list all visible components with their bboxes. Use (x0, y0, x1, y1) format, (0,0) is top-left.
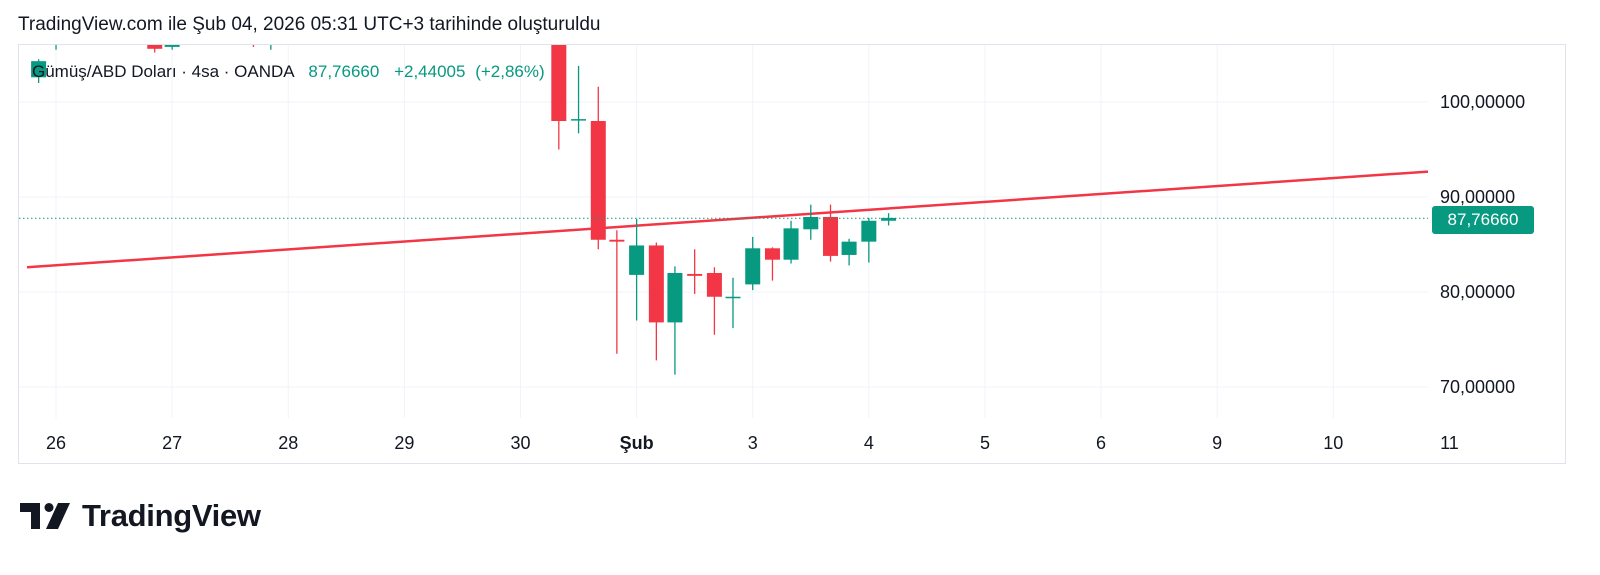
candle[interactable] (745, 236, 761, 291)
x-tick-label: Şub (620, 433, 654, 453)
candle-body (861, 220, 877, 242)
legend-change: +2,44005 (394, 62, 466, 81)
y-tick-label: 100,00000 (1440, 92, 1525, 112)
x-tick-label: 28 (278, 433, 298, 453)
grid (19, 45, 1428, 418)
brand-name: TradingView (82, 498, 261, 533)
candle[interactable] (823, 204, 839, 262)
candle[interactable] (49, 26, 64, 50)
candle[interactable] (687, 249, 703, 294)
candle-body (263, 39, 278, 43)
candle-body (881, 217, 897, 221)
x-tick-label: 9 (1212, 433, 1222, 453)
trendline[interactable] (26, 170, 1432, 269)
candle-body (629, 245, 645, 275)
x-tick-label: 29 (394, 433, 414, 453)
candle-body (667, 273, 683, 323)
candle[interactable] (783, 220, 799, 264)
symbol-legend: Gümüş/ABD Doları · 4sa · OANDA 87,76660 … (32, 62, 545, 82)
x-axis: 26 27 28 29 30 Şub 3 4 5 6 9 10 11 (46, 433, 1459, 453)
candle-body (764, 248, 780, 260)
candle-body (648, 245, 664, 323)
x-tick-label: 30 (510, 433, 530, 453)
candle[interactable] (725, 277, 741, 329)
candle[interactable] (590, 86, 606, 250)
candle[interactable] (246, 26, 261, 47)
y-axis: 100,00000 90,00000 80,00000 70,00000 (1440, 92, 1525, 397)
candle[interactable] (861, 217, 877, 263)
candle-body (551, 45, 567, 121)
chart-frame[interactable] (18, 44, 1566, 464)
tradingview-logo-icon (20, 503, 70, 529)
candle-body (590, 121, 606, 240)
candle[interactable] (31, 59, 47, 83)
candle-body (147, 45, 163, 49)
candle[interactable] (609, 230, 625, 354)
candle[interactable] (571, 65, 587, 134)
candle[interactable] (841, 238, 857, 266)
chart-export-header: TradingView.com ile Şub 04, 2026 05:31 U… (18, 14, 601, 35)
legend-price: 87,76660 (308, 62, 380, 81)
trendline-layer (26, 170, 1432, 269)
y-tick-label: 90,00000 (1440, 187, 1515, 207)
x-tick-label: 27 (162, 433, 182, 453)
candle-body (571, 119, 587, 121)
y-tick-label: 80,00000 (1440, 282, 1515, 302)
candles-layer (31, 21, 897, 375)
candle[interactable] (164, 26, 180, 50)
last-price-badge: 87,76660 (1432, 206, 1534, 234)
candle[interactable] (551, 31, 567, 150)
candle[interactable] (803, 204, 819, 240)
x-tick-label: 4 (864, 433, 874, 453)
candle[interactable] (706, 267, 722, 335)
x-tick-label: 6 (1096, 433, 1106, 453)
candle-body (823, 216, 839, 256)
x-tick-label: 10 (1323, 433, 1343, 453)
legend-change-percent: (+2,86%) (475, 62, 545, 81)
candle[interactable] (263, 26, 278, 50)
candle-body (725, 296, 741, 299)
y-tick-label: 70,00000 (1440, 377, 1515, 397)
symbol-title[interactable]: Gümüş/ABD Doları · 4sa · OANDA (32, 62, 294, 81)
candle-body (706, 273, 722, 297)
candle-body (803, 216, 819, 230)
candle[interactable] (881, 213, 897, 226)
candle-body (31, 61, 47, 78)
x-tick-label: 5 (980, 433, 990, 453)
tradingview-logo[interactable]: TradingView (20, 498, 261, 534)
candle-body (609, 239, 625, 242)
candle[interactable] (764, 247, 780, 281)
candle[interactable] (629, 218, 645, 321)
x-tick-label: 3 (748, 433, 758, 453)
candle[interactable] (147, 21, 163, 53)
candle-body (783, 228, 799, 260)
candle-body (49, 31, 64, 45)
x-tick-label: 26 (46, 433, 66, 453)
candle[interactable] (667, 266, 683, 375)
candle-body (246, 36, 261, 42)
candle-body (841, 241, 857, 255)
candle-body (687, 273, 703, 276)
candle-body (164, 45, 180, 47)
candle-body (745, 248, 761, 285)
candle[interactable] (648, 242, 664, 361)
x-tick-label: 11 (1440, 433, 1459, 453)
